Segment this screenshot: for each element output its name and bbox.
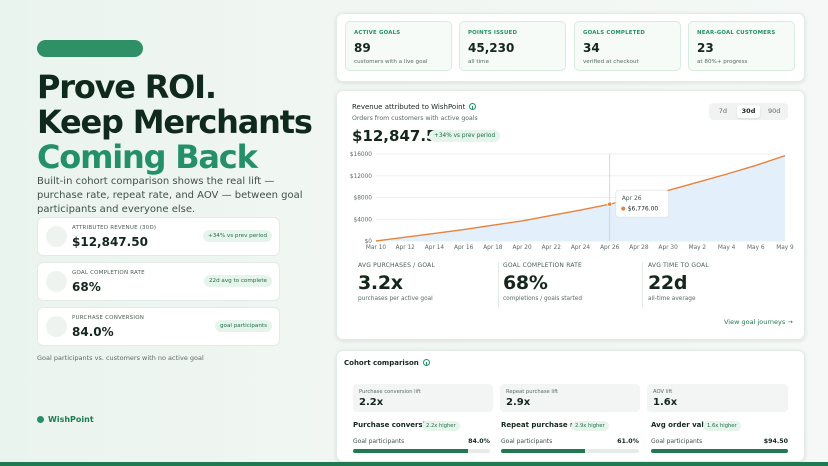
- lift-label: AOV lift: [653, 389, 673, 395]
- revenue-change-chip: +34% vs prev period: [429, 130, 501, 142]
- compare-chip: 1.6x higher: [703, 421, 741, 431]
- stat-chip: 22d avg to complete: [203, 275, 272, 287]
- range-7d-button[interactable]: 7d: [718, 107, 727, 115]
- stat-chip: +34% vs prev period: [203, 230, 272, 242]
- lift-label: Purchase conversion lift: [359, 389, 421, 395]
- brand-name: WishPoint: [48, 415, 94, 424]
- hero-heading: Prove ROI. Keep Merchants Coming Back: [37, 68, 313, 176]
- range-30d-button[interactable]: 30d: [736, 105, 761, 118]
- cohort-title: Cohort comparison: [344, 359, 430, 367]
- cohort-title-text: Cohort comparison: [344, 359, 419, 367]
- revenue-title: Revenue attributed to WishPoint: [352, 103, 477, 111]
- metric-label: AVG TIME TO GOAL: [648, 262, 709, 269]
- compare-title: Avg order value: [651, 421, 714, 429]
- info-icon[interactable]: [422, 359, 430, 366]
- metric-label: AVG PURCHASES / GOAL: [358, 262, 436, 269]
- lift-value: 2.9x: [506, 397, 531, 408]
- kpi-value: 23: [697, 41, 714, 55]
- stat-card-revenue: ATTRIBUTED REVENUE (30D) $12,847.50 +34%…: [37, 217, 280, 256]
- compare-bar-fill: [651, 449, 788, 453]
- metric-avg-purchases: AVG PURCHASES / GOAL 3.2x purchases per …: [358, 262, 496, 312]
- footnote: Goal participants vs. customers with no …: [37, 354, 204, 362]
- revenue-subtitle: Orders from customers with active goals: [352, 115, 478, 122]
- kpi-value: 45,230: [468, 41, 515, 55]
- compare-bar-fill: [501, 449, 586, 453]
- stat-value: 68%: [72, 280, 101, 294]
- metric-completion: GOAL COMPLETION RATE 68% completions / g…: [503, 262, 641, 312]
- kpi-card-points: POINTS ISSUED 45,230 all time: [459, 21, 566, 71]
- kpi-sub: at 80%+ progress: [697, 59, 748, 65]
- stat-icon: [46, 271, 67, 292]
- metric-value: 68%: [503, 272, 548, 294]
- kpi-value: 89: [354, 41, 371, 55]
- kpi-card-completed: GOALS COMPLETED 34 verified at checkout: [574, 21, 681, 71]
- compare-bar: [651, 449, 788, 453]
- hero-line-2: Keep Merchants: [37, 103, 313, 141]
- compare-row-label: Goal participants: [651, 438, 703, 445]
- kpi-card-active-goals: ACTIVE GOALS 89 customers with a live go…: [345, 21, 452, 71]
- metric-value: 3.2x: [358, 272, 403, 294]
- compare-row-value: $94.50: [763, 438, 788, 445]
- range-selector: 7d 30d 90d: [709, 103, 788, 120]
- metric-divider: [498, 262, 499, 308]
- revenue-title-text: Revenue attributed to WishPoint: [352, 103, 466, 111]
- brand-logo: WishPoint: [37, 415, 94, 424]
- lift-value: 2.2x: [359, 397, 384, 408]
- kpi-sub: verified at checkout: [583, 59, 639, 65]
- compare-row-value: 61.0%: [617, 438, 639, 445]
- hero-line-1: Prove ROI.: [37, 68, 217, 106]
- lift-card-aov: AOV lift 1.6x: [647, 384, 788, 412]
- hero-line-3: Coming Back: [37, 138, 258, 176]
- compare-row-value: 84.0%: [468, 438, 490, 445]
- metric-value: 22d: [648, 272, 688, 294]
- compare-bar-fill: [353, 449, 469, 453]
- stat-card-completion: GOAL COMPLETION RATE 68% 22d avg to comp…: [37, 262, 280, 301]
- metric-sub: purchases per active goal: [358, 296, 433, 302]
- compare-title: Repeat purchase rate: [501, 421, 587, 429]
- bottom-accent-bar: [0, 462, 828, 466]
- lift-card-repeat: Repeat purchase lift 2.9x: [500, 384, 640, 412]
- stat-card-conversion: PURCHASE CONVERSION 84.0% goal participa…: [37, 307, 280, 346]
- metric-time-to-goal: AVG TIME TO GOAL 22d all-time average: [648, 262, 786, 312]
- lift-label: Repeat purchase lift: [506, 389, 559, 395]
- stat-icon: [46, 226, 67, 247]
- stat-label: ATTRIBUTED REVENUE (30D): [72, 225, 157, 231]
- kpi-label: ACTIVE GOALS: [354, 30, 401, 36]
- metric-label: GOAL COMPLETION RATE: [503, 262, 583, 269]
- range-90d-button[interactable]: 90d: [767, 107, 781, 115]
- kpi-label: POINTS ISSUED: [468, 30, 518, 36]
- stat-label: PURCHASE CONVERSION: [72, 315, 145, 321]
- lift-card-purchase: Purchase conversion lift 2.2x: [353, 384, 493, 412]
- stat-value: 84.0%: [72, 325, 114, 339]
- compare-title: Purchase conversion: [353, 421, 435, 429]
- compare-chip: 2.9x higher: [571, 421, 609, 431]
- compare-bar: [353, 449, 490, 453]
- info-icon[interactable]: [469, 103, 477, 110]
- kpi-label: NEAR-GOAL CUSTOMERS: [697, 30, 776, 36]
- lift-value: 1.6x: [653, 397, 678, 408]
- compare-bar: [501, 449, 639, 453]
- stat-label: GOAL COMPLETION RATE: [72, 270, 145, 276]
- metric-sub: all-time average: [648, 296, 696, 302]
- kpi-card-near-goal: NEAR-GOAL CUSTOMERS 23 at 80%+ progress: [688, 21, 795, 71]
- kpi-label: GOALS COMPLETED: [583, 30, 646, 36]
- compare-row-label: Goal participants: [353, 438, 405, 445]
- kpi-value: 34: [583, 41, 600, 55]
- revenue-value: $12,847.50: [352, 127, 447, 145]
- brand-dot-icon: [37, 416, 44, 423]
- compare-row-label: Goal participants: [501, 438, 553, 445]
- view-goal-journeys-link[interactable]: View goal journeys →: [724, 318, 793, 326]
- stat-chip: goal participants: [214, 320, 272, 332]
- kpi-sub: customers with a live goal: [354, 59, 428, 65]
- compare-chip: 2.2x higher: [422, 421, 460, 431]
- stat-icon: [46, 316, 67, 337]
- metric-divider: [642, 262, 643, 308]
- kpi-sub: all time: [468, 59, 489, 65]
- metric-sub: completions / goals started: [503, 296, 582, 302]
- eyebrow-pill: [37, 40, 143, 57]
- stat-value: $12,847.50: [72, 235, 148, 249]
- hero-lead: Built-in cohort comparison shows the rea…: [37, 176, 303, 215]
